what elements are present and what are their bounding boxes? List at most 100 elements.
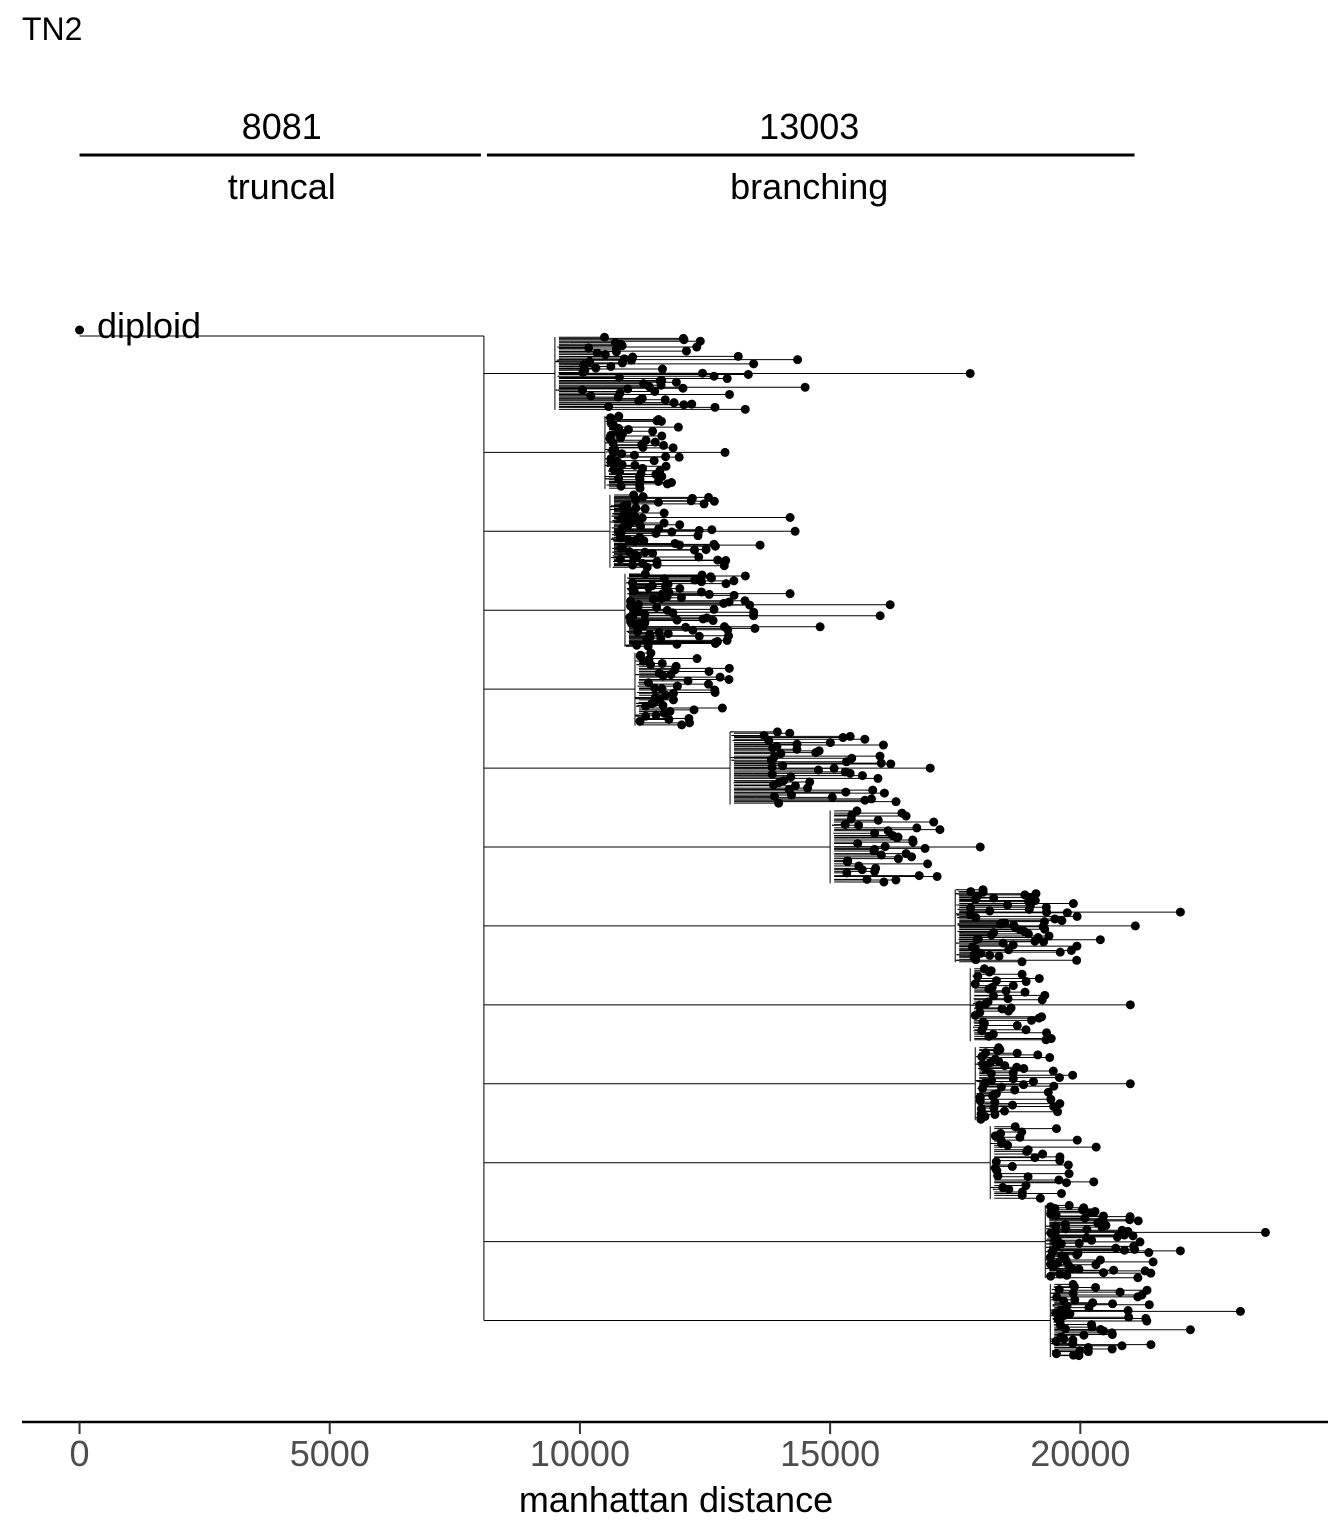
tip-point [1133,1292,1143,1302]
tip-point [790,526,800,536]
tip-point [875,611,885,621]
tip-point [649,456,659,466]
tip-point [880,842,890,852]
tip-point [630,620,640,630]
tip-point [750,623,760,633]
tip-point [710,638,720,648]
tip-point [986,1069,996,1079]
tip-point [990,1109,1000,1119]
tip-point [1052,1292,1062,1302]
tip-point [1019,1080,1029,1090]
tip-point [653,476,663,486]
tip-point [1175,907,1185,917]
tip-point [1175,1246,1185,1256]
tip-point [639,536,649,546]
tip-point [658,700,668,710]
tip-point [1003,1140,1013,1150]
tip-point [668,608,678,618]
tip-point [1057,916,1067,926]
tip-point [623,384,633,394]
tip-point [1055,947,1065,957]
tip-point [767,769,777,779]
tip-point [681,346,691,356]
tip-point [970,1010,980,1020]
tip-point [990,1131,1000,1141]
tip-point [640,504,650,514]
tip-point [606,361,616,371]
tip-point [686,496,696,506]
tip-point [698,368,708,378]
tip-point [664,714,674,724]
tip-point [1038,1149,1048,1159]
tip-point [1012,1048,1022,1058]
segment-count: 13003 [759,106,859,147]
tip-point [674,452,684,462]
tip-point [591,363,601,373]
tip-point [929,817,939,827]
tip-point [1030,936,1040,946]
tip-point [710,541,720,551]
tip-point [648,548,658,558]
tip-point [613,392,623,402]
tip-point [627,578,637,588]
tip-point [626,355,636,365]
tip-point [658,671,668,681]
tip-point [643,641,653,651]
tip-point [1107,1344,1117,1354]
tip-point [1048,1066,1058,1076]
tip-point [709,371,719,381]
tip-point [768,780,778,790]
tip-point [1059,1334,1069,1344]
tip-point [692,654,702,664]
tip-point [659,440,669,450]
tip-point [710,402,720,412]
tip-point [786,772,796,782]
tip-point [677,720,687,730]
tip-point [749,359,759,369]
tip-point [998,938,1008,948]
tip-point [656,594,666,604]
tip-point [1034,1013,1044,1023]
tip-point [673,422,683,432]
tip-point [606,457,616,467]
tip-point [699,499,709,509]
tip-point [829,763,839,773]
tip-point [710,687,720,697]
tip-point [977,1026,987,1036]
tip-point [893,854,903,864]
tip-point [679,335,689,345]
tip-point [925,763,935,773]
tip-point [1004,1184,1014,1194]
tip-point [616,533,626,543]
tip-point [827,792,837,802]
tip-point [892,833,902,843]
tip-point [972,934,982,944]
tip-point [1044,931,1054,941]
segment-annotations: 8081 truncal 13003 branching [79,106,1135,207]
tip-point [1043,1087,1053,1097]
tip-point [1055,1269,1065,1279]
tip-point [975,1096,985,1106]
tip-point [976,1114,986,1124]
tip-point [886,759,896,769]
tip-point [729,576,739,586]
tip-point [638,656,648,666]
tip-point [1051,1124,1061,1134]
tip-point [692,342,702,352]
tip-point [1003,1006,1013,1016]
tip-point [766,755,776,765]
x-axis-label: manhattan distance [519,1479,833,1520]
tip-point [860,795,870,805]
tip-point [914,871,924,881]
tip-point [642,634,652,644]
tip-point [1023,1172,1033,1182]
tip-point [1124,1312,1134,1322]
tip-point [1130,921,1140,931]
tip-point [657,658,667,668]
tip-point [640,547,650,557]
tip-point [1051,1221,1061,1231]
tip-point [841,757,851,767]
tip-point [681,622,691,632]
tip-point [803,783,813,793]
